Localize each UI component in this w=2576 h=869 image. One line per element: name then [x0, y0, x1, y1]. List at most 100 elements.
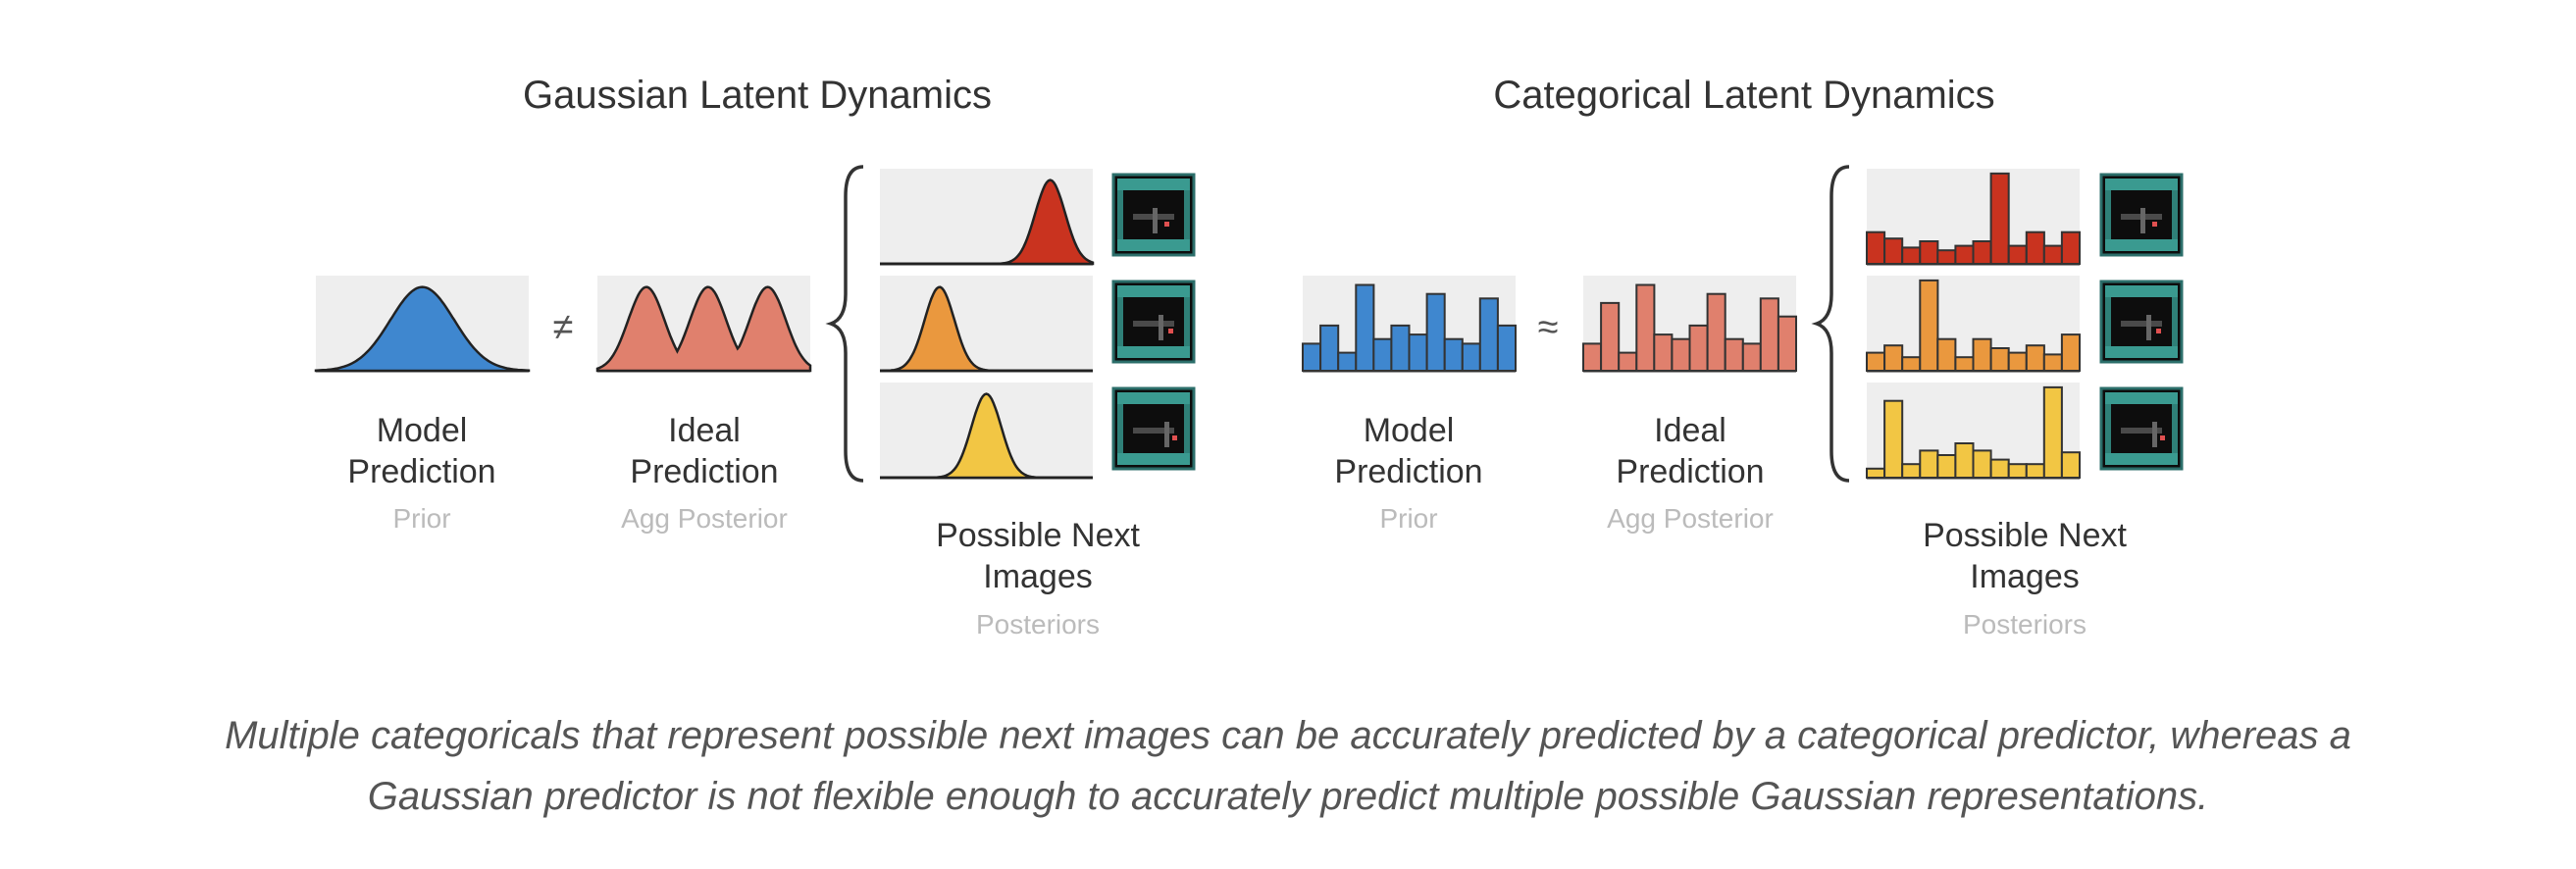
distribution-bar — [1390, 324, 1411, 372]
distribution-bar — [1408, 333, 1428, 373]
categorical-ideal-label-line2: Prediction — [1616, 453, 1764, 490]
thumbnail-platform — [1133, 428, 1174, 434]
distribution-bar — [1866, 351, 1886, 373]
categorical-panel-title: Categorical Latent Dynamics — [1493, 74, 1994, 117]
distribution-bar — [1425, 292, 1446, 373]
thumbnail-platform — [2121, 428, 2162, 434]
distribution-bar — [1936, 337, 1957, 373]
categorical-next-image-thumbnail-2 — [2099, 280, 2184, 364]
gaussian-model-label-line1: Model — [377, 412, 468, 449]
gaussian-posterior-plot-1 — [880, 169, 1095, 266]
thumbnail-platform — [2121, 321, 2162, 327]
distribution-bar — [1866, 230, 1886, 265]
distribution-bar — [1972, 337, 1992, 373]
categorical-approx-equal-operator: ≈ — [1538, 307, 1559, 348]
distribution-bar — [1883, 237, 1904, 265]
thumbnail-agent — [2160, 435, 2165, 440]
distribution-bar — [1671, 337, 1691, 373]
distribution-bar — [1319, 324, 1340, 372]
thumbnail-platform — [1133, 321, 1174, 327]
categorical-next-image-thumbnail-3 — [2099, 386, 2184, 471]
distribution-bar — [1777, 315, 1798, 373]
distribution-bar — [1989, 347, 2010, 372]
distribution-bar — [1688, 324, 1709, 372]
distribution-bar — [1443, 337, 1464, 373]
thumbnail-bottom-wall — [2105, 346, 2178, 358]
categorical-posterior-plot-1 — [1866, 169, 2081, 266]
distribution-bar — [1372, 337, 1393, 373]
gaussian-posterior-plot-2 — [880, 276, 1093, 373]
categorical-brace — [1811, 165, 1850, 483]
thumbnail-top-wall — [1117, 392, 1190, 404]
categorical-ideal-prediction-plot — [1582, 276, 1798, 373]
thumbnail-agent — [1172, 435, 1177, 440]
thumbnail-left-wall — [1117, 404, 1123, 453]
thumbnail-top-wall — [2105, 392, 2178, 404]
distribution-bar — [2025, 344, 2045, 373]
categorical-model-label-line2: Prediction — [1334, 453, 1482, 490]
categorical-next-label-line2: Images — [1970, 558, 2080, 595]
distribution-bar — [2060, 451, 2081, 480]
thumbnail-right-wall — [1184, 190, 1190, 239]
distribution-bar — [1866, 467, 1886, 479]
figure-caption-line1: Multiple categoricals that represent pos… — [225, 714, 2351, 757]
distribution-bar — [1741, 342, 1762, 372]
thumbnail-top-wall — [1117, 285, 1190, 297]
categorical-panel: Categorical Latent Dynamics ≈ Model Pred… — [1302, 74, 2184, 639]
distribution-bar — [1706, 292, 1726, 373]
categorical-next-label-line1: Possible Next — [1923, 517, 2127, 554]
gaussian-ideal-label-line2: Prediction — [630, 453, 778, 490]
distribution-bar — [1919, 449, 1939, 479]
distribution-curve — [880, 285, 1093, 373]
thumbnail-agent — [2152, 222, 2157, 227]
gaussian-panel-title: Gaussian Latent Dynamics — [523, 74, 992, 117]
categorical-model-label-line1: Model — [1364, 412, 1455, 449]
thumbnail-right-wall — [2172, 297, 2178, 346]
distribution-bar — [2042, 385, 2063, 479]
distribution-bar — [1600, 301, 1621, 372]
distribution-bar — [2007, 351, 2028, 373]
thumbnail-pillar — [1164, 422, 1169, 447]
thumbnail-right-wall — [1184, 297, 1190, 346]
categorical-ideal-sublabel: Agg Posterior — [1607, 503, 1774, 534]
thumbnail-pillar — [1159, 315, 1163, 340]
gaussian-next-label-line2: Images — [983, 558, 1093, 595]
distribution-bar — [1461, 342, 1481, 372]
distribution-bar — [2042, 353, 2063, 372]
distribution-bar — [2007, 463, 2028, 480]
distribution-bar — [1618, 351, 1638, 373]
distribution-bar — [2060, 333, 2081, 373]
thumbnail-pillar — [2146, 315, 2151, 340]
thumbnail-left-wall — [1117, 190, 1123, 239]
distribution-bar — [2025, 463, 2045, 480]
distribution-bar — [1883, 344, 1904, 373]
distribution-bar — [1919, 279, 1939, 372]
distribution-bar — [1919, 240, 1939, 265]
distribution-curve — [880, 179, 1095, 266]
gaussian-model-label-line2: Prediction — [347, 453, 495, 490]
distribution-bar — [1302, 342, 1322, 372]
gaussian-next-image-thumbnail-2 — [1111, 280, 1196, 364]
distribution-bar — [2060, 230, 2081, 265]
distribution-bar — [1635, 283, 1656, 372]
thumbnail-top-wall — [1117, 179, 1190, 190]
distribution-bar — [1936, 249, 1957, 265]
distribution-bar — [1901, 356, 1922, 373]
thumbnail-bottom-wall — [2105, 453, 2178, 465]
thumbnail-right-wall — [1184, 404, 1190, 453]
thumbnail-bottom-wall — [2105, 239, 2178, 251]
categorical-next-sublabel: Posteriors — [1963, 609, 2087, 639]
distribution-bar — [1989, 458, 2010, 480]
distribution-bar — [1972, 449, 1992, 479]
distribution-bar — [1653, 333, 1674, 373]
distribution-bar — [1478, 297, 1499, 372]
thumbnail-left-wall — [2105, 297, 2111, 346]
thumbnail-agent — [1168, 329, 1173, 333]
distribution-bar — [1901, 246, 1922, 265]
thumbnail-bottom-wall — [1117, 239, 1190, 251]
thumbnail-bottom-wall — [1117, 346, 1190, 358]
distribution-bar — [1954, 442, 1975, 479]
thumbnail-left-wall — [1117, 297, 1123, 346]
gaussian-next-label-line1: Possible Next — [936, 517, 1140, 554]
thumbnail-top-wall — [2105, 285, 2178, 297]
